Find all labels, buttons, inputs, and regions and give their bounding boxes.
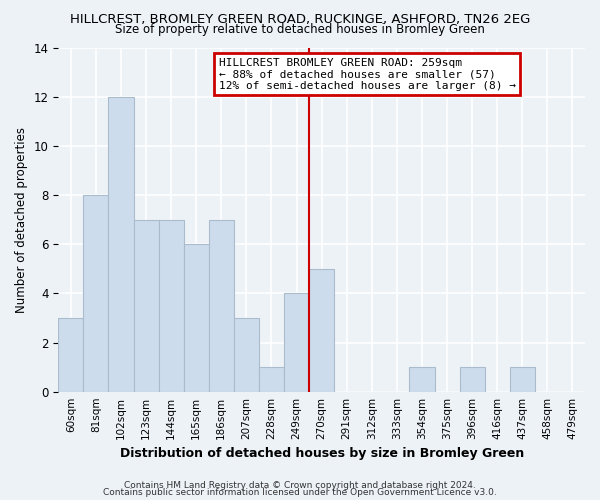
Bar <box>134 220 158 392</box>
Text: Size of property relative to detached houses in Bromley Green: Size of property relative to detached ho… <box>115 22 485 36</box>
Text: Contains HM Land Registry data © Crown copyright and database right 2024.: Contains HM Land Registry data © Crown c… <box>124 480 476 490</box>
Text: HILLCREST BROMLEY GREEN ROAD: 259sqm
← 88% of detached houses are smaller (57)
1: HILLCREST BROMLEY GREEN ROAD: 259sqm ← 8… <box>219 58 516 91</box>
Bar <box>259 367 284 392</box>
X-axis label: Distribution of detached houses by size in Bromley Green: Distribution of detached houses by size … <box>119 447 524 460</box>
Bar <box>460 367 485 392</box>
Bar <box>510 367 535 392</box>
Bar <box>109 96 134 392</box>
Y-axis label: Number of detached properties: Number of detached properties <box>15 126 28 312</box>
Bar <box>158 220 184 392</box>
Bar <box>234 318 259 392</box>
Text: HILLCREST, BROMLEY GREEN ROAD, RUCKINGE, ASHFORD, TN26 2EG: HILLCREST, BROMLEY GREEN ROAD, RUCKINGE,… <box>70 12 530 26</box>
Bar <box>309 269 334 392</box>
Bar <box>58 318 83 392</box>
Bar <box>209 220 234 392</box>
Text: Contains public sector information licensed under the Open Government Licence v3: Contains public sector information licen… <box>103 488 497 497</box>
Bar <box>184 244 209 392</box>
Bar <box>409 367 434 392</box>
Bar <box>83 195 109 392</box>
Bar <box>284 294 309 392</box>
